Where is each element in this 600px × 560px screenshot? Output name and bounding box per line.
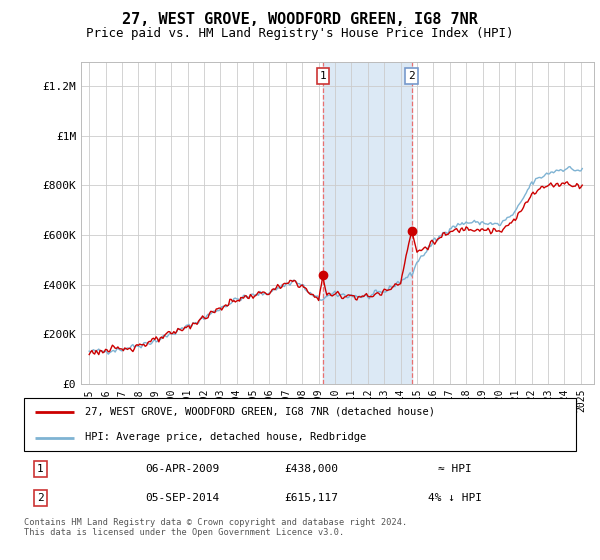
Text: Contains HM Land Registry data © Crown copyright and database right 2024.
This d: Contains HM Land Registry data © Crown c…: [24, 518, 407, 538]
Text: 27, WEST GROVE, WOODFORD GREEN, IG8 7NR (detached house): 27, WEST GROVE, WOODFORD GREEN, IG8 7NR …: [85, 407, 435, 417]
Text: 4% ↓ HPI: 4% ↓ HPI: [428, 493, 482, 503]
Text: HPI: Average price, detached house, Redbridge: HPI: Average price, detached house, Redb…: [85, 432, 366, 442]
Text: 2: 2: [37, 493, 44, 503]
Text: 05-SEP-2014: 05-SEP-2014: [145, 493, 220, 503]
Text: 06-APR-2009: 06-APR-2009: [145, 464, 220, 474]
Text: 27, WEST GROVE, WOODFORD GREEN, IG8 7NR: 27, WEST GROVE, WOODFORD GREEN, IG8 7NR: [122, 12, 478, 27]
Text: £438,000: £438,000: [284, 464, 338, 474]
Text: Price paid vs. HM Land Registry's House Price Index (HPI): Price paid vs. HM Land Registry's House …: [86, 27, 514, 40]
Text: ≈ HPI: ≈ HPI: [437, 464, 472, 474]
Text: 1: 1: [319, 71, 326, 81]
Text: 1: 1: [37, 464, 44, 474]
Bar: [323, 62, 412, 384]
Text: 2: 2: [408, 71, 415, 81]
Text: £615,117: £615,117: [284, 493, 338, 503]
